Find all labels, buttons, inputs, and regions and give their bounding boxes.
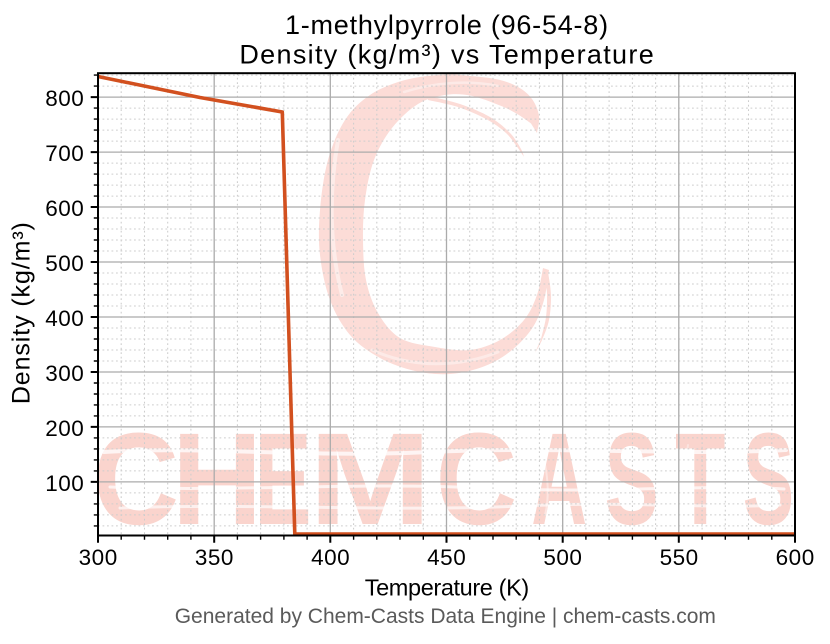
svg-text:E: E xyxy=(254,407,311,553)
svg-text:H: H xyxy=(172,407,263,553)
svg-text:300: 300 xyxy=(79,545,118,570)
svg-text:450: 450 xyxy=(427,545,466,570)
svg-text:400: 400 xyxy=(311,545,350,570)
svg-text:600: 600 xyxy=(45,196,84,221)
svg-text:200: 200 xyxy=(45,416,84,441)
svg-text:C: C xyxy=(436,405,517,552)
svg-text:A: A xyxy=(531,406,587,552)
svg-text:700: 700 xyxy=(45,141,84,166)
svg-text:500: 500 xyxy=(45,251,84,276)
svg-text:300: 300 xyxy=(45,361,84,386)
svg-text:Density (kg/m³): Density (kg/m³) xyxy=(8,221,36,404)
svg-text:M: M xyxy=(309,406,432,553)
svg-text:100: 100 xyxy=(45,471,84,496)
svg-text:1-methylpyrrole (96-54-8): 1-methylpyrrole (96-54-8) xyxy=(285,10,609,40)
svg-text:400: 400 xyxy=(45,306,84,331)
svg-text:S: S xyxy=(743,406,795,552)
svg-text:800: 800 xyxy=(45,86,84,111)
svg-text:600: 600 xyxy=(776,545,815,570)
svg-text:350: 350 xyxy=(195,545,234,570)
svg-text:Generated by Chem-Casts Data E: Generated by Chem-Casts Data Engine | ch… xyxy=(175,605,716,628)
svg-text:C: C xyxy=(93,406,179,552)
svg-text:T: T xyxy=(675,407,725,553)
svg-text:Density (kg/m³) vs Temperature: Density (kg/m³) vs Temperature xyxy=(239,39,655,69)
svg-text:500: 500 xyxy=(543,545,582,570)
svg-text:S: S xyxy=(605,406,659,553)
svg-text:550: 550 xyxy=(660,545,699,570)
svg-text:Temperature (K): Temperature (K) xyxy=(365,574,529,600)
